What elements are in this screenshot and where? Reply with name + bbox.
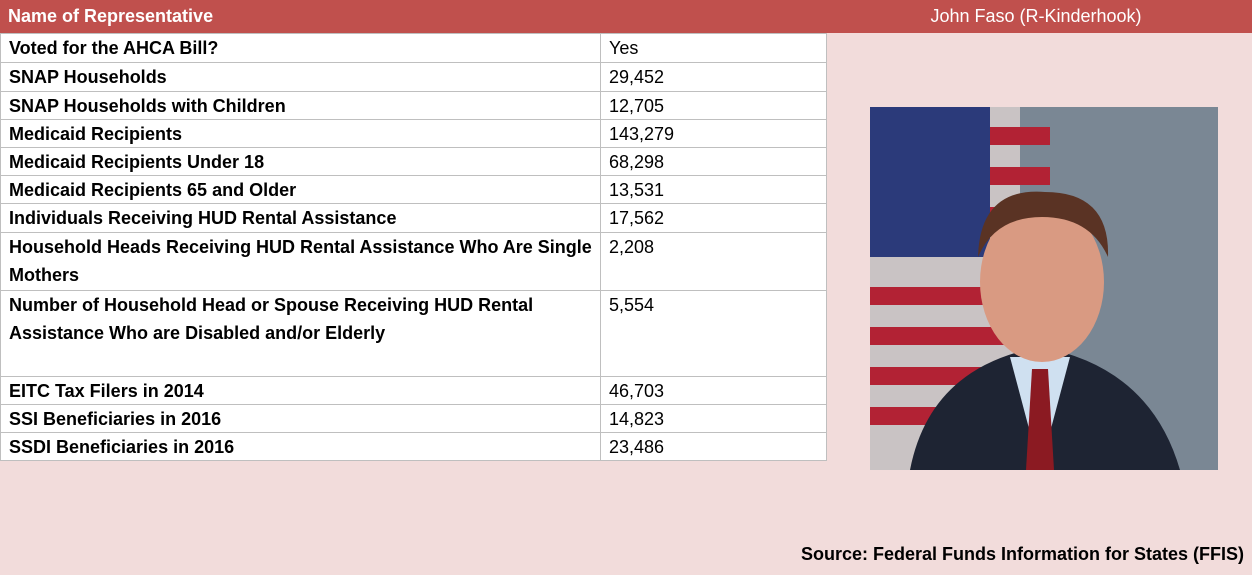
row-value: 46,703 — [600, 376, 827, 405]
row-value: 68,298 — [600, 147, 827, 176]
row-label: Number of Household Head or Spouse Recei… — [0, 290, 601, 377]
header-label: Name of Representative — [8, 0, 213, 33]
row-label: SSI Beneficiaries in 2016 — [0, 404, 601, 433]
representative-name: John Faso (R-Kinderhook) — [826, 0, 1246, 33]
row-value: 143,279 — [600, 119, 827, 148]
row-value: 17,562 — [600, 203, 827, 233]
row-value: 13,531 — [600, 175, 827, 204]
row-value: Yes — [600, 33, 827, 63]
row-value: 29,452 — [600, 62, 827, 92]
row-label: SNAP Households with Children — [0, 91, 601, 120]
row-label: Medicaid Recipients Under 18 — [0, 147, 601, 176]
row-label: Individuals Receiving HUD Rental Assista… — [0, 203, 601, 233]
row-label: EITC Tax Filers in 2014 — [0, 376, 601, 405]
row-label: SSDI Beneficiaries in 2016 — [0, 432, 601, 461]
row-label: Voted for the AHCA Bill? — [0, 33, 601, 63]
page: Name of Representative John Faso (R-Kind… — [0, 0, 1252, 575]
source-note: Source: Federal Funds Information for St… — [801, 533, 1244, 575]
representative-photo — [870, 107, 1218, 470]
row-value: 2,208 — [600, 232, 827, 291]
row-value: 23,486 — [600, 432, 827, 461]
row-label: Medicaid Recipients — [0, 119, 601, 148]
row-label: Household Heads Receiving HUD Rental Ass… — [0, 232, 601, 291]
row-value: 12,705 — [600, 91, 827, 120]
row-label: Medicaid Recipients 65 and Older — [0, 175, 601, 204]
header-row: Name of Representative John Faso (R-Kind… — [0, 0, 1252, 33]
row-value: 14,823 — [600, 404, 827, 433]
row-value: 5,554 — [600, 290, 827, 377]
row-label: SNAP Households — [0, 62, 601, 92]
